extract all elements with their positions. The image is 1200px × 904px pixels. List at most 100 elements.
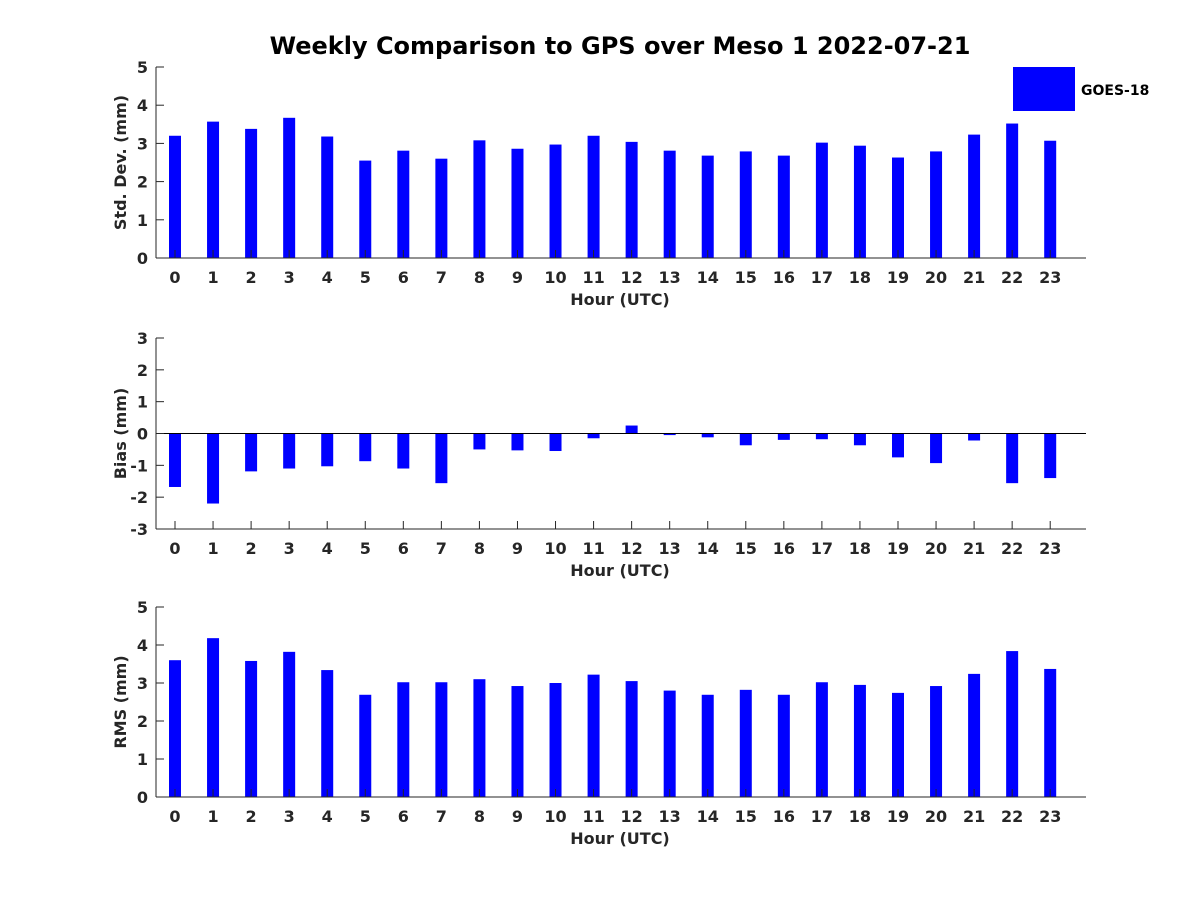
x-tick-label: 12 <box>620 807 642 826</box>
bar-std-dev-10 <box>549 144 562 258</box>
x-tick-label: 19 <box>887 807 909 826</box>
y-tick-label: 2 <box>137 173 148 192</box>
bar-bias-6 <box>397 433 410 469</box>
x-tick-label: 14 <box>697 268 719 287</box>
y-tick-label: 5 <box>137 598 148 617</box>
y-tick-label: 1 <box>137 393 148 412</box>
bar-bias-1 <box>207 433 220 504</box>
y-tick-label: 2 <box>137 361 148 380</box>
bar-rms-14 <box>701 694 714 797</box>
bar-rms-4 <box>321 670 334 797</box>
x-tick-label: 9 <box>512 268 523 287</box>
bar-bias-11 <box>587 433 600 439</box>
x-tick-label: 11 <box>582 807 604 826</box>
x-tick-label: 16 <box>773 807 795 826</box>
x-tick-label: 12 <box>620 268 642 287</box>
x-tick-label: 16 <box>773 268 795 287</box>
x-tick-label: 7 <box>436 539 447 558</box>
y-tick-label: 3 <box>137 134 148 153</box>
bar-bias-12 <box>625 425 638 434</box>
y-tick-label: 5 <box>137 58 148 77</box>
bar-rms-5 <box>359 694 372 797</box>
legend-swatch <box>1013 67 1075 111</box>
x-tick-label: 1 <box>207 807 218 826</box>
bar-bias-22 <box>1006 433 1019 484</box>
bar-bias-4 <box>321 433 334 467</box>
x-tick-label: 21 <box>963 807 985 826</box>
x-tick-label: 21 <box>963 268 985 287</box>
x-tick-label: 6 <box>398 268 409 287</box>
x-tick-label: 11 <box>582 268 604 287</box>
bar-bias-15 <box>739 433 752 446</box>
x-tick-label: 18 <box>849 268 871 287</box>
bar-rms-15 <box>739 689 752 797</box>
bar-std-dev-17 <box>815 142 828 258</box>
y-tick-label: -1 <box>130 456 148 475</box>
bar-rms-9 <box>511 686 524 797</box>
x-tick-label: 2 <box>246 807 257 826</box>
bar-rms-12 <box>625 681 638 797</box>
y-tick-label: 0 <box>137 425 148 444</box>
x-tick-label: 15 <box>735 268 757 287</box>
bar-bias-14 <box>701 433 714 438</box>
y-tick-label: 2 <box>137 712 148 731</box>
bar-rms-3 <box>283 651 296 797</box>
y-tick-label: 4 <box>137 636 148 655</box>
y-tick-label: 0 <box>137 788 148 807</box>
bar-std-dev-21 <box>968 134 981 258</box>
bar-bias-8 <box>473 433 486 450</box>
x-tick-label: 17 <box>811 807 833 826</box>
legend-label: GOES-18 <box>1081 83 1149 99</box>
y-tick-label: 4 <box>137 96 148 115</box>
bar-rms-17 <box>815 682 828 797</box>
x-tick-label: 0 <box>169 807 180 826</box>
x-tick-label: 18 <box>849 807 871 826</box>
x-tick-label: 4 <box>322 268 333 287</box>
x-tick-label: 13 <box>659 539 681 558</box>
bar-std-dev-19 <box>892 157 904 258</box>
bar-bias-16 <box>777 433 790 440</box>
bar-std-dev-6 <box>397 150 410 258</box>
chart-title: Weekly Comparison to GPS over Meso 1 202… <box>270 32 971 60</box>
y-axis-label: Std. Dev. (mm) <box>111 95 130 230</box>
bar-std-dev-16 <box>777 155 790 258</box>
x-tick-label: 22 <box>1001 807 1023 826</box>
x-tick-label: 0 <box>169 268 180 287</box>
x-tick-label: 20 <box>925 807 947 826</box>
bar-std-dev-14 <box>701 155 714 258</box>
x-tick-label: 18 <box>849 539 871 558</box>
x-tick-label: 10 <box>544 268 566 287</box>
bar-std-dev-8 <box>473 140 486 258</box>
x-tick-label: 19 <box>887 268 909 287</box>
x-tick-label: 13 <box>659 268 681 287</box>
x-tick-label: 20 <box>925 539 947 558</box>
x-tick-label: 4 <box>322 807 333 826</box>
x-tick-label: 5 <box>360 268 371 287</box>
bar-rms-7 <box>435 682 448 797</box>
bar-rms-22 <box>1006 651 1019 797</box>
bar-std-dev-11 <box>587 135 600 258</box>
bar-bias-10 <box>549 433 562 452</box>
y-tick-label: -2 <box>130 488 148 507</box>
x-tick-label: 8 <box>474 268 485 287</box>
bar-rms-2 <box>245 660 258 797</box>
x-tick-label: 0 <box>169 539 180 558</box>
y-tick-label: 1 <box>137 211 148 230</box>
bar-std-dev-12 <box>625 141 638 258</box>
y-tick-label: -3 <box>130 520 148 539</box>
y-axis-label: RMS (mm) <box>111 655 130 748</box>
bar-rms-13 <box>663 690 676 797</box>
y-tick-label: 3 <box>137 329 148 348</box>
bar-std-dev-1 <box>207 121 220 258</box>
x-tick-label: 3 <box>284 268 295 287</box>
bar-rms-18 <box>853 684 866 797</box>
bar-std-dev-4 <box>321 136 334 258</box>
bar-rms-8 <box>473 679 486 797</box>
x-tick-label: 7 <box>436 268 447 287</box>
bar-std-dev-5 <box>359 160 372 258</box>
bar-rms-1 <box>207 638 220 797</box>
bar-std-dev-18 <box>853 145 866 258</box>
